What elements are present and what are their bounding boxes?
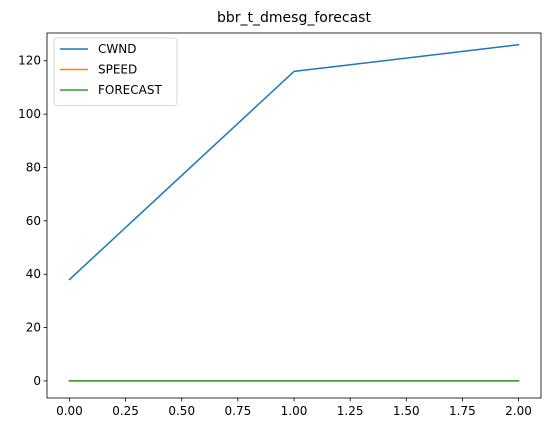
x-tick-label: 0.75 bbox=[225, 404, 252, 418]
x-tick-label: 0.50 bbox=[168, 404, 195, 418]
y-tick-label: 0 bbox=[33, 374, 41, 388]
x-tick-label: 1.00 bbox=[281, 404, 308, 418]
legend-label-cwnd: CWND bbox=[98, 42, 136, 56]
series-line-cwnd bbox=[68, 43, 520, 281]
legend-box bbox=[53, 37, 178, 106]
legend-label-speed: SPEED bbox=[98, 63, 137, 77]
y-tick-label: 40 bbox=[26, 267, 41, 281]
y-tick-label: 120 bbox=[18, 54, 41, 68]
legend-label-forecast: FORECAST bbox=[98, 83, 162, 97]
y-tick-label: 100 bbox=[18, 107, 41, 121]
x-tick-label: 0.00 bbox=[56, 404, 83, 418]
chart-title: bbr_t_dmesg_forecast bbox=[217, 10, 371, 26]
x-tick-label: 1.25 bbox=[337, 404, 364, 418]
y-tick-label: 80 bbox=[26, 160, 41, 174]
legend: CWND SPEED FORECAST bbox=[53, 37, 178, 106]
x-tick-label: 0.25 bbox=[112, 404, 139, 418]
x-tick-label: 2.00 bbox=[505, 404, 532, 418]
plot-area: 0.00 0.25 0.50 0.75 1.00 1.25 1.50 1.75 2.00 0 20 4… bbox=[18, 32, 542, 418]
y-tick-label: 60 bbox=[26, 214, 41, 228]
x-tick-label: 1.75 bbox=[449, 404, 476, 418]
x-tick-label: 1.50 bbox=[393, 404, 420, 418]
y-tick-label: 20 bbox=[26, 321, 41, 335]
